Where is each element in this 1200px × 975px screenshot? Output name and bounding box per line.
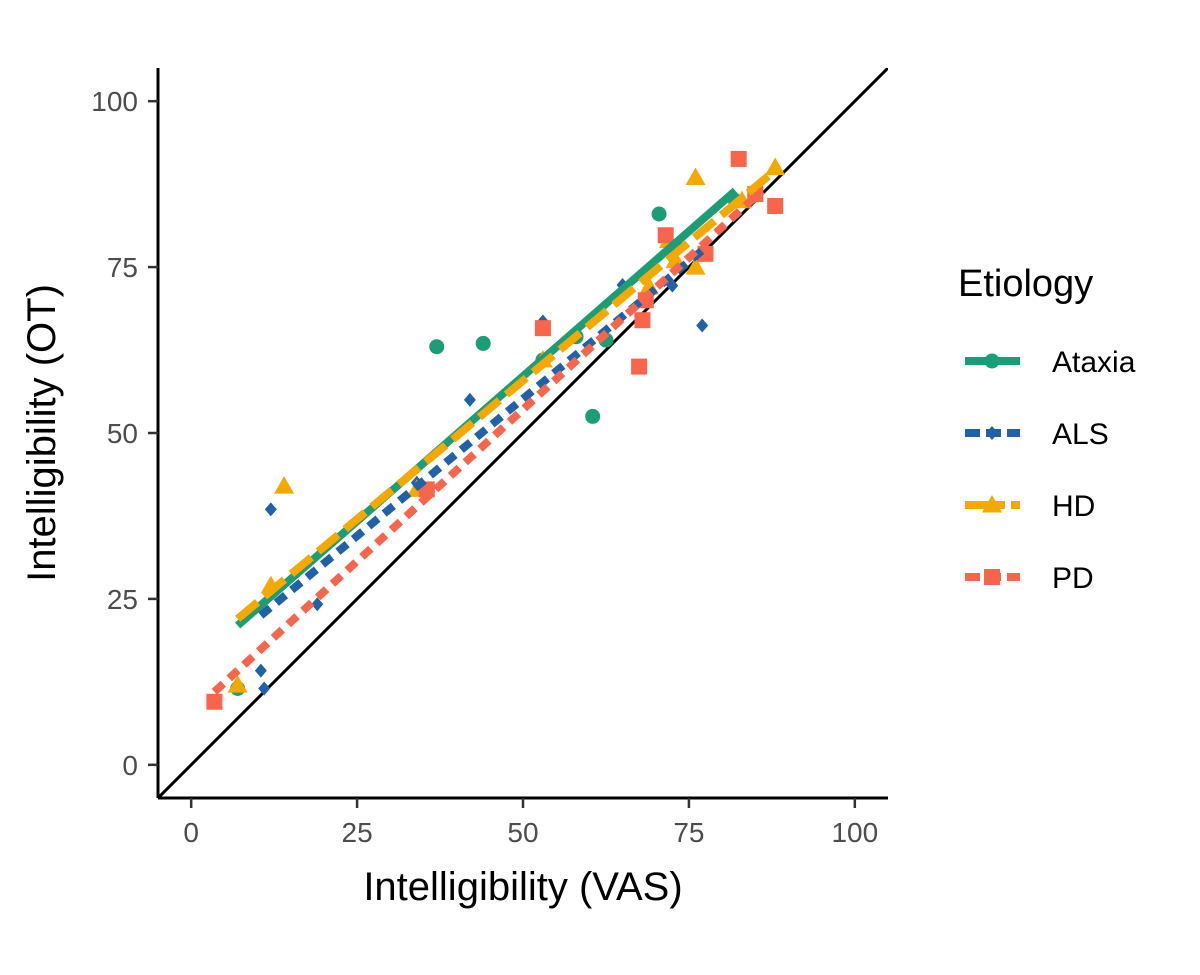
point-ataxia-1 [429,339,445,355]
legend-label-ataxia: Ataxia [1052,346,1136,379]
identity-reference-line [158,68,888,798]
legend-key-marker-pd [984,569,1000,585]
fit-line-pd [211,187,765,695]
legend-title: Etiology [958,263,1093,305]
point-pd-0 [206,693,223,710]
point-pd-6 [657,227,674,244]
point-als-2 [264,502,277,517]
y-axis-title: Intelligibility (OT) [20,284,64,582]
legend-item-hd: HD [965,490,1095,523]
point-ataxia-2 [475,335,491,351]
y-tick-label-1: 25 [107,584,138,615]
point-als-0 [258,681,271,696]
legend-key-marker-hd [982,495,1002,513]
x-tick-label-2: 50 [507,817,538,848]
series-hd [227,157,786,693]
point-pd-4 [634,312,651,329]
point-pd-2 [534,320,551,337]
legend-key-marker-ataxia [984,353,1000,369]
point-als-1 [254,663,267,678]
legend-label-hd: HD [1052,490,1095,523]
x-tick-label-4: 100 [831,817,878,848]
point-hd-0 [227,675,248,693]
y-tick-label-4: 100 [91,86,138,117]
x-tick-label-3: 75 [673,817,704,848]
point-als-3 [311,597,324,612]
y-tick-label-2: 50 [107,418,138,449]
point-hd-9 [685,257,706,275]
legend: Etiology Ataxia ALS HD PD [958,263,1136,595]
point-pd-10 [767,198,784,215]
point-pd-8 [730,150,747,167]
legend-label-pd: PD [1052,562,1094,595]
plot-area [158,68,888,798]
legend-item-pd: PD [965,562,1094,595]
point-pd-3 [631,358,648,375]
point-als-9 [696,318,709,333]
x-axis-title: Intelligibility (VAS) [363,865,682,909]
fit-line-als [258,247,705,619]
legend-label-als: ALS [1052,418,1109,451]
point-ataxia-7 [651,206,667,222]
x-tick-label-1: 25 [342,817,373,848]
legend-key-marker-als [986,426,998,440]
point-hd-8 [685,167,706,185]
point-hd-2 [274,476,295,494]
point-ataxia-5 [585,408,601,424]
legend-item-als: ALS [965,418,1109,451]
y-tick-label-3: 75 [107,252,138,283]
point-pd-7 [697,245,714,262]
x-tick-label-0: 0 [183,817,199,848]
y-tick-label-0: 0 [122,750,138,781]
fit-line-hd [235,164,782,622]
legend-item-ataxia: Ataxia [965,346,1136,379]
point-als-5 [463,392,476,407]
axes: 0 25 50 75 100 0 25 50 75 100 [91,68,888,848]
